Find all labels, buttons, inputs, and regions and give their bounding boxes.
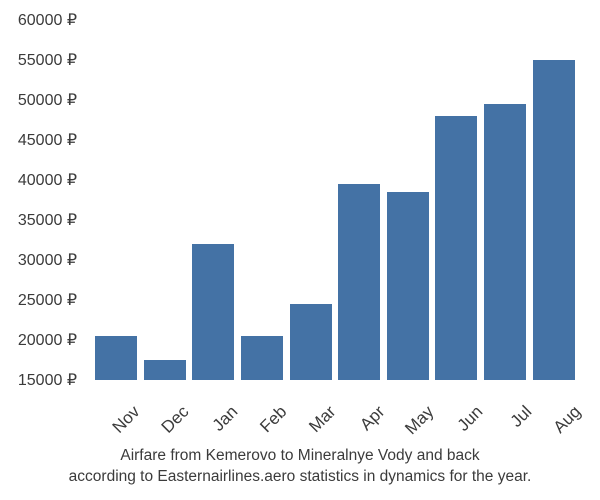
- y-tick-label: 30000 ₽: [18, 250, 77, 270]
- y-tick-label: 35000 ₽: [18, 210, 77, 230]
- bar: [338, 184, 380, 380]
- y-tick-label: 20000 ₽: [18, 330, 77, 350]
- x-tick-label: May: [394, 402, 438, 446]
- y-tick-label: 55000 ₽: [18, 50, 77, 70]
- x-axis: NovDecJanFebMarAprMayJunJulAug: [90, 386, 580, 446]
- y-tick-label: 15000 ₽: [18, 370, 77, 390]
- x-tick-label: Mar: [296, 402, 340, 446]
- bar-chart: [90, 20, 580, 380]
- y-tick-label: 25000 ₽: [18, 290, 77, 310]
- bar: [290, 304, 332, 380]
- x-tick-label: Apr: [345, 402, 389, 446]
- chart-caption: Airfare from Kemerovo to Mineralnye Vody…: [0, 446, 600, 488]
- caption-line-2: according to Easternairlines.aero statis…: [10, 467, 590, 488]
- bar: [533, 60, 575, 380]
- bar: [484, 104, 526, 380]
- bar: [95, 336, 137, 380]
- bar: [435, 116, 477, 380]
- y-axis: 15000 ₽20000 ₽25000 ₽30000 ₽35000 ₽40000…: [0, 20, 85, 380]
- y-tick-label: 60000 ₽: [18, 10, 77, 30]
- x-tick-label: Dec: [149, 402, 193, 446]
- bar: [241, 336, 283, 380]
- x-tick-label: Jul: [492, 402, 536, 446]
- y-tick-label: 40000 ₽: [18, 170, 77, 190]
- x-tick-label: Nov: [100, 402, 144, 446]
- bars-area: [90, 20, 580, 380]
- x-tick-label: Feb: [247, 402, 291, 446]
- x-tick-label: Aug: [541, 402, 585, 446]
- x-tick-label: Jun: [443, 402, 487, 446]
- caption-line-1: Airfare from Kemerovo to Mineralnye Vody…: [10, 446, 590, 467]
- y-tick-label: 50000 ₽: [18, 90, 77, 110]
- x-tick-label: Jan: [198, 402, 242, 446]
- bar: [144, 360, 186, 380]
- bar: [387, 192, 429, 380]
- bar: [192, 244, 234, 380]
- y-tick-label: 45000 ₽: [18, 130, 77, 150]
